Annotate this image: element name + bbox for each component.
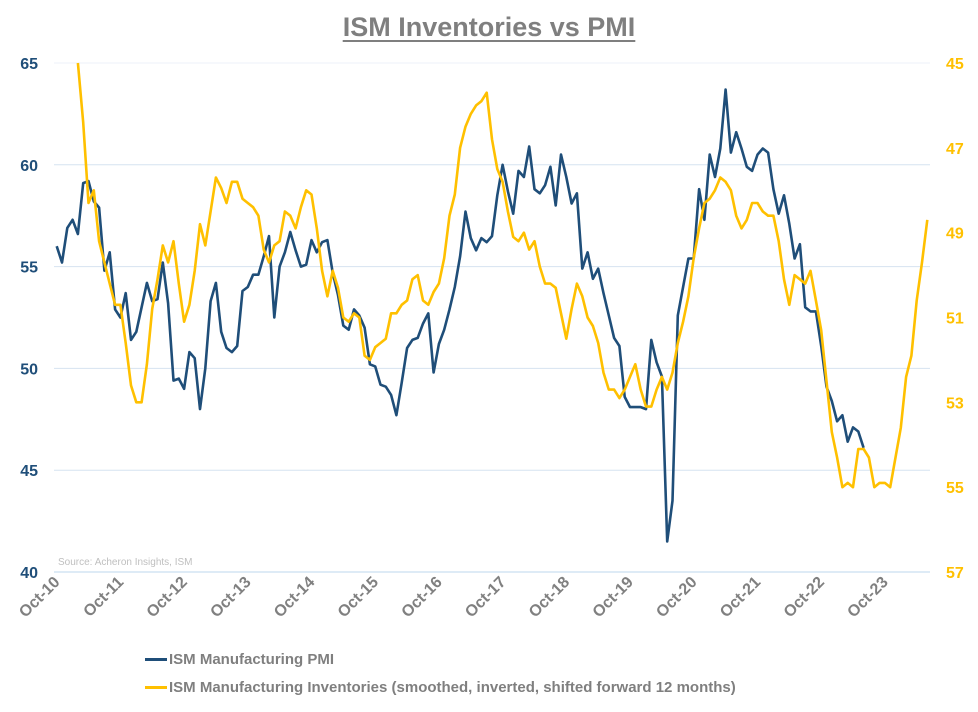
x-tick-label: Oct-14 [271, 574, 318, 621]
right-tick-label: 55 [946, 480, 964, 497]
right-tick-label: 57 [946, 565, 964, 582]
inventories-line [76, 62, 929, 489]
x-tick-label: Oct-19 [590, 574, 637, 621]
left-tick-label: 60 [20, 158, 38, 175]
right-axis-ticks: 45 47 49 51 53 55 57 [946, 56, 964, 582]
right-tick-label: 47 [946, 141, 964, 158]
left-tick-label: 65 [20, 56, 38, 73]
series-lines [55, 62, 929, 543]
right-tick-label: 45 [946, 56, 964, 73]
gridlines [54, 62, 930, 573]
pmi-line [55, 88, 865, 543]
left-tick-label: 45 [20, 463, 38, 480]
right-tick-label: 49 [946, 226, 964, 243]
legend-swatch-pmi [145, 658, 167, 661]
x-axis-ticks: Oct-10 Oct-11 Oct-12 Oct-13 Oct-14 Oct-15 Oct-… [16, 574, 892, 621]
x-tick-label: Oct-22 [781, 574, 828, 621]
x-tick-label: Oct-13 [207, 574, 254, 621]
x-tick-label: Oct-16 [399, 574, 446, 621]
legend-label-inventories: ISM Manufacturing Inventories (smoothed,… [169, 679, 736, 696]
x-tick-label: Oct-12 [144, 574, 191, 621]
x-tick-label: Oct-20 [653, 574, 700, 621]
source-note: Source: Acheron Insights, ISM [58, 557, 193, 568]
left-tick-label: 50 [20, 361, 38, 378]
legend-item-pmi: ISM Manufacturing PMI [145, 651, 334, 668]
left-tick-label: 40 [20, 565, 38, 582]
left-tick-label: 55 [20, 260, 38, 277]
x-tick-label: Oct-23 [844, 574, 891, 621]
chart-title: ISM Inventories vs PMI [342, 12, 636, 42]
legend-label-pmi: ISM Manufacturing PMI [169, 651, 334, 668]
x-tick-label: Oct-15 [335, 574, 382, 621]
legend-item-inventories: ISM Manufacturing Inventories (smoothed,… [145, 679, 736, 696]
x-tick-label: Oct-11 [81, 574, 128, 621]
right-tick-label: 51 [946, 311, 964, 328]
right-tick-label: 53 [946, 395, 964, 412]
x-tick-label: Oct-17 [462, 574, 509, 621]
x-tick-label: Oct-18 [526, 574, 573, 621]
legend-swatch-inventories [145, 686, 167, 689]
x-tick-label: Oct-21 [717, 574, 764, 621]
left-axis-ticks: 40 45 50 55 60 65 [20, 56, 38, 582]
